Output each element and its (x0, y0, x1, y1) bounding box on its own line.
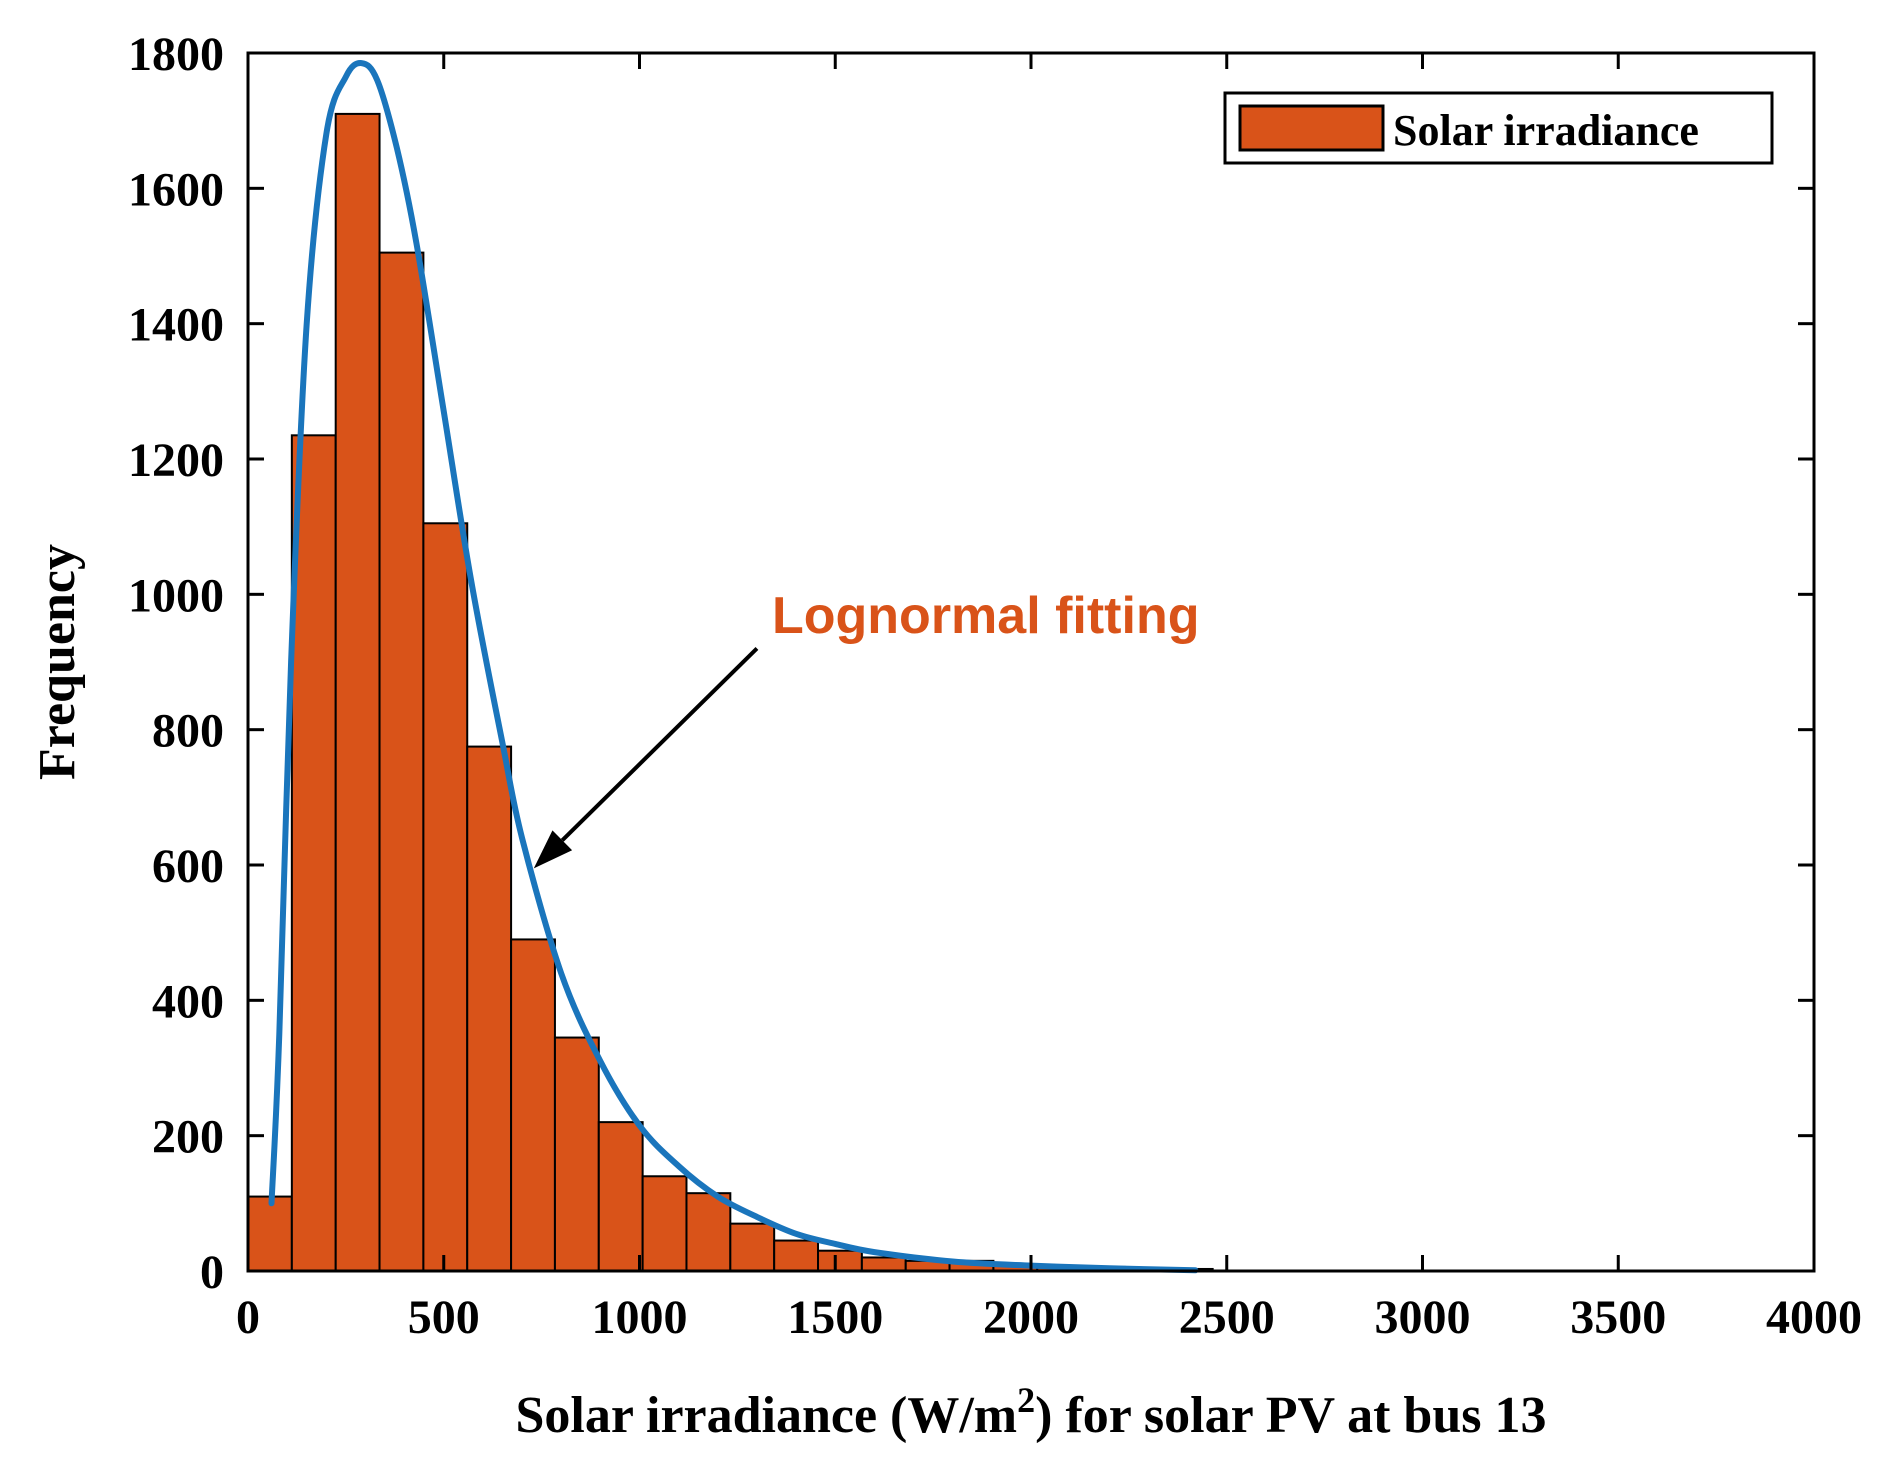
annotation-arrow-shaft (560, 647, 759, 842)
histogram-bar (817, 1249, 863, 1272)
histogram-bar (860, 1256, 907, 1273)
x-axis-title: Solar irradiance (W/m2) for solar PV at … (515, 1380, 1546, 1444)
histogram-bar (597, 1121, 644, 1272)
histogram-bar (290, 434, 337, 1273)
legend: Solar irradiance (1223, 91, 1774, 165)
y-tick-label: 600 (152, 840, 224, 893)
y-tick-label: 200 (152, 1111, 224, 1164)
axis-ticks (246, 51, 1816, 1273)
histogram-bar (773, 1239, 820, 1273)
x-tick-label: 3500 (1570, 1291, 1666, 1344)
x-tick-label: 0 (236, 1291, 260, 1344)
y-tick-label: 1800 (128, 28, 224, 81)
y-tick-label: 1400 (128, 299, 224, 352)
lognormal-fit-line (268, 60, 1199, 1274)
histogram-bars (247, 112, 1214, 1273)
y-tick-label: 1600 (128, 163, 224, 216)
legend-label: Solar irradiance (1393, 106, 1699, 155)
y-tick-label: 1200 (128, 434, 224, 487)
x-tick-label: 4000 (1766, 1291, 1862, 1344)
x-tick-label: 500 (408, 1291, 480, 1344)
x-tick-label: 2000 (983, 1291, 1079, 1344)
annotation-arrow-head (533, 830, 573, 869)
histogram-bar (641, 1175, 688, 1273)
histogram-bar (510, 938, 556, 1273)
y-tick-label: 0 (200, 1246, 224, 1299)
histogram-bar (422, 522, 469, 1272)
x-tick-label: 1500 (787, 1291, 883, 1344)
histogram-bar (378, 251, 425, 1273)
histogram-bar (334, 112, 381, 1272)
x-tick-label: 1000 (592, 1291, 688, 1344)
histogram-bar (466, 745, 513, 1272)
y-tick-label: 1000 (128, 569, 224, 622)
y-tick-label: 800 (152, 705, 224, 758)
x-tick-label: 2500 (1179, 1291, 1275, 1344)
legend-swatch (1238, 104, 1385, 152)
histogram-bar (685, 1192, 732, 1273)
histogram-bar (729, 1222, 776, 1272)
y-axis-title: Frequency (29, 544, 86, 780)
histogram-bar (247, 1195, 293, 1272)
x-tick-labels: 0 500 1000 1500 2000 2500 3000 3500 4000 (236, 1291, 1862, 1344)
x-tick-label: 3000 (1375, 1291, 1471, 1344)
annotation-label: Lognormal fitting (772, 587, 1199, 645)
annotation: Lognormal fitting (533, 587, 1199, 869)
histogram-bar (553, 1036, 600, 1273)
y-tick-labels: 0 200 400 600 800 1000 1200 1400 1600 1800 (128, 28, 224, 1299)
fit-curve-layer (268, 60, 1199, 1274)
y-tick-label: 400 (152, 975, 224, 1028)
